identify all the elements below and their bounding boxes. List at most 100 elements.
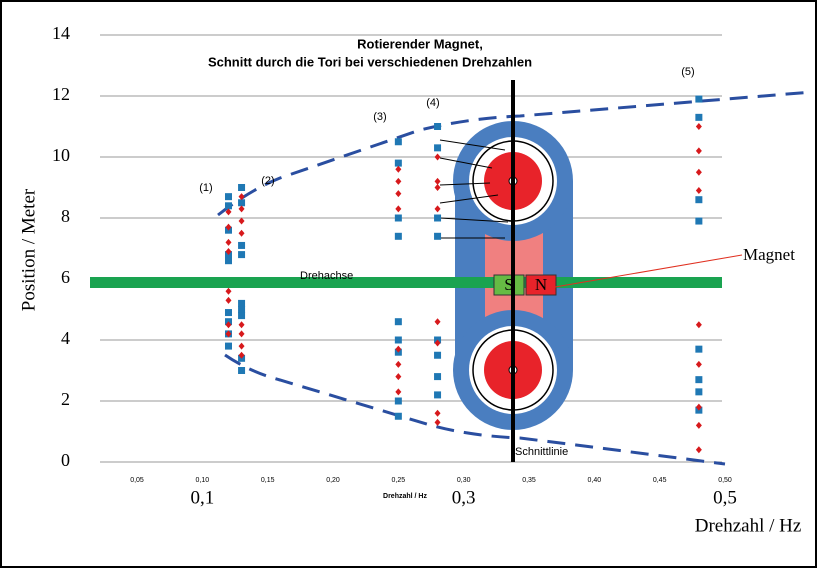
data-point [224,342,232,350]
lower-envelope [224,353,726,466]
y-tick-label: 8 [61,206,70,226]
data-point [225,330,232,338]
data-point [695,403,702,411]
grid [100,34,722,463]
magnet-leader [554,254,743,288]
x-tick-label: 0,05 [130,477,144,484]
data-point [238,312,246,320]
data-point [395,177,402,185]
data-point [395,165,402,173]
data-point [434,144,442,152]
data-point [695,376,703,384]
y-tick-label: 6 [61,267,70,287]
series-annotation: (3) [373,111,386,123]
data-point [238,193,245,201]
data-point [224,193,232,201]
axis-label: Drehachse [300,270,353,282]
data-point [434,153,441,161]
x-tick-label-large: 0,5 [713,487,737,508]
y-tick-label: 4 [61,328,70,348]
data-point [238,367,246,374]
data-point [695,187,702,195]
data-point [695,95,703,103]
data-point [238,251,246,259]
data-point [434,205,441,213]
data-point [695,168,702,176]
series-annotation: (4) [426,97,439,109]
x-tick-label: 0,10 [196,477,210,484]
data-point [238,330,245,338]
data-point [225,208,232,216]
data-point [238,229,245,237]
data-point [238,351,245,359]
x-axis-label-small: Drehzahl / Hz [383,493,427,500]
pole-s-label: S [504,275,513,294]
x-tick-label: 0,50 [718,477,732,484]
y-axis-label: Position / Meter [18,188,39,311]
y-tick-label: 12 [52,84,70,104]
data-point [238,299,246,307]
x-tick-label: 0,40 [588,477,602,484]
series-annotation: (1) [199,182,212,194]
y-tick-label: 10 [52,145,70,165]
x-tick-label: 0,15 [261,477,275,484]
chart-subtitle: Schnitt durch die Tori bei verschiedenen… [208,54,532,69]
data-point [695,217,703,225]
cut-label: Schnittlinie [515,446,568,458]
data-point [695,446,702,454]
data-point [434,339,441,347]
data-point [394,318,402,326]
data-point [395,190,402,198]
data-point [695,147,702,155]
x-tick-label: 0,20 [326,477,340,484]
data-point [238,184,246,191]
y-tick-label: 0 [61,450,70,470]
series-annotation: (2) [261,175,274,187]
data-point [695,321,702,329]
data-point [434,184,441,191]
x-tick-label: 0,30 [457,477,471,484]
data-point [434,351,442,359]
data-point [695,196,703,204]
data-point [395,360,402,368]
data-point [434,418,441,426]
x-tick-label: 0,25 [392,477,406,484]
data-point [394,159,402,167]
data-point [395,345,402,353]
data-point [225,287,232,295]
data-point [395,205,402,213]
data-point [394,214,402,222]
x-tick-label-large: 0,3 [452,487,476,508]
data-point [394,138,402,146]
data-point [238,306,246,313]
data-point [394,412,402,420]
data-point [434,391,442,399]
data-point [695,113,703,121]
data-point [225,223,232,231]
x-tick-label: 0,45 [653,477,667,484]
data-point [434,409,441,417]
data-point [394,397,402,405]
chart-title: Rotierender Magnet, [357,36,483,51]
data-point [434,214,442,222]
y-tick-label: 2 [61,389,70,409]
data-point [224,257,232,265]
magnet-label: Magnet [743,245,795,264]
data-point [695,123,702,130]
tori [439,121,573,430]
data-point [394,336,402,344]
x-tick-label-large: 0,1 [190,487,214,508]
x-axis-label: Drehzahl / Hz [695,515,802,536]
data-point [695,345,703,353]
data-point [224,202,232,210]
series-annotation: (5) [681,66,694,78]
data-point [238,205,245,213]
data-point [238,241,246,249]
y-tick-label: 14 [52,23,70,43]
data-point [225,321,232,329]
data-point [225,238,232,246]
data-point [434,177,441,185]
data-point [224,309,232,317]
data-point [434,123,442,130]
